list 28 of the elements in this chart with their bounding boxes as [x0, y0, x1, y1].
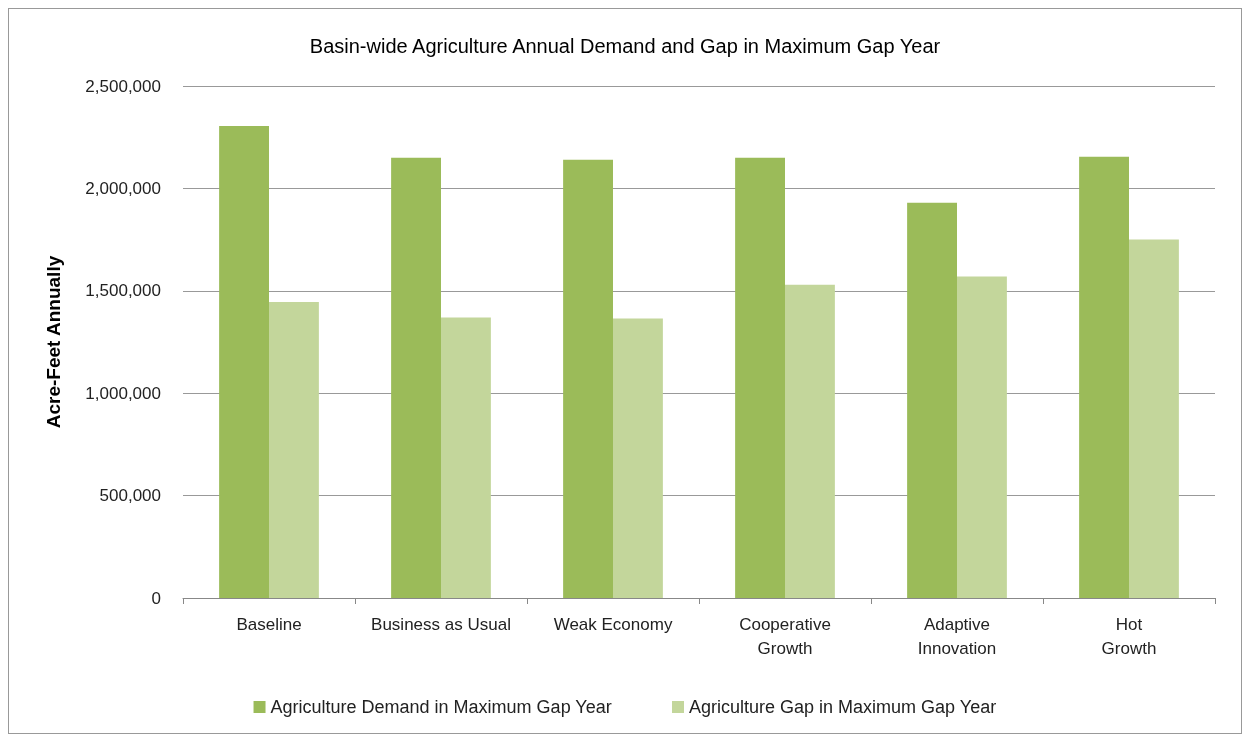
- y-tick-label: 1,500,000: [85, 281, 161, 301]
- bar: [613, 318, 663, 598]
- bar: [563, 159, 613, 598]
- bar: [785, 284, 835, 598]
- x-tick-label: Business as Usual: [371, 614, 511, 634]
- x-tick-label: Hot Growth: [1101, 614, 1157, 658]
- x-tick-label: Cooperative Growth: [739, 614, 831, 658]
- y-tick-label: 2,500,000: [85, 76, 161, 96]
- y-tick-label: 500,000: [99, 486, 161, 506]
- bar: [907, 202, 957, 598]
- x-tick-label: Baseline: [236, 614, 302, 634]
- bar: [1079, 156, 1129, 598]
- y-tick-label: 2,000,000: [85, 178, 161, 198]
- bar: [957, 276, 1007, 598]
- bar: [219, 125, 269, 598]
- legend-label: Agriculture Gap in Maximum Gap Year: [689, 697, 997, 717]
- chart-title: Basin-wide Agriculture Annual Demand and Gap in Maximum Gap Year: [309, 35, 941, 57]
- bar: [391, 157, 441, 598]
- legend-label: Agriculture Demand in Maximum Gap Year: [270, 697, 612, 717]
- bar: [441, 317, 491, 598]
- y-tick-label: 1,000,000: [85, 383, 161, 403]
- y-tick-label: 0: [151, 588, 161, 608]
- y-axis-title: Acre-Feet Annually: [43, 255, 64, 429]
- bar: [735, 157, 785, 598]
- bar: [1129, 239, 1179, 598]
- x-tick-label: Weak Economy: [553, 614, 673, 634]
- bar: [269, 302, 319, 598]
- x-tick-label: Adaptive Innovation: [917, 614, 997, 658]
